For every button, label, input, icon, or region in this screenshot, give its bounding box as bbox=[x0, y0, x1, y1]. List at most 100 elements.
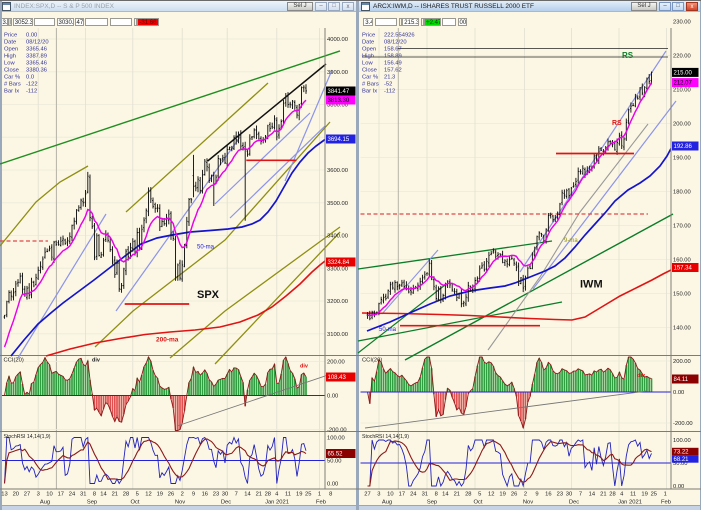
svg-text:158.67: 158.67 bbox=[384, 47, 402, 53]
svg-text:StochRSI 14,14(1,9): StochRSI 14,14(1,9) bbox=[4, 434, 51, 440]
svg-text:Oct: Oct bbox=[473, 500, 482, 506]
svg-text:8: 8 bbox=[329, 492, 332, 498]
svg-text:Aug: Aug bbox=[382, 500, 392, 506]
svg-text:170.00: 170.00 bbox=[673, 224, 691, 230]
svg-text:Low: Low bbox=[362, 61, 373, 67]
svg-text:10: 10 bbox=[387, 492, 393, 498]
svg-text:27: 27 bbox=[364, 492, 370, 498]
svg-text:3: 3 bbox=[37, 492, 40, 498]
svg-text:19: 19 bbox=[296, 492, 302, 498]
svg-text:20: 20 bbox=[13, 492, 19, 498]
svg-text:11: 11 bbox=[630, 492, 636, 498]
svg-text:160.00: 160.00 bbox=[673, 258, 691, 264]
svg-text:Low: Low bbox=[4, 61, 15, 67]
svg-text:RS: RS bbox=[622, 51, 634, 60]
svg-text:16: 16 bbox=[202, 492, 208, 498]
svg-text:Date: Date bbox=[362, 40, 374, 46]
svg-text:14: 14 bbox=[589, 492, 596, 498]
svg-text:3100.00: 3100.00 bbox=[327, 332, 348, 338]
svg-text:3841.47: 3841.47 bbox=[328, 89, 350, 95]
svg-text:div: div bbox=[637, 373, 646, 379]
svg-text:Oct: Oct bbox=[130, 500, 139, 506]
svg-text:0.00: 0.00 bbox=[673, 390, 684, 396]
svg-text:28: 28 bbox=[465, 492, 471, 498]
svg-text:Nov: Nov bbox=[523, 500, 533, 506]
svg-text:Open: Open bbox=[362, 47, 376, 53]
svg-text:30: 30 bbox=[222, 492, 228, 498]
svg-text:24: 24 bbox=[410, 492, 417, 498]
svg-text:Nov: Nov bbox=[175, 500, 185, 506]
svg-text:3600.00: 3600.00 bbox=[327, 168, 348, 174]
svg-text:High: High bbox=[4, 54, 16, 60]
svg-text:200.00: 200.00 bbox=[673, 122, 691, 128]
svg-text:12: 12 bbox=[145, 492, 151, 498]
svg-text:25: 25 bbox=[305, 492, 311, 498]
svg-text:-200.00: -200.00 bbox=[673, 421, 693, 427]
svg-text:23: 23 bbox=[213, 492, 219, 498]
svg-text:10: 10 bbox=[46, 492, 52, 498]
svg-text:3300.00: 3300.00 bbox=[327, 266, 348, 272]
svg-text:11: 11 bbox=[285, 492, 291, 498]
svg-text:200-ma: 200-ma bbox=[156, 337, 179, 344]
svg-text:9-ma: 9-ma bbox=[564, 238, 578, 244]
svg-text:65.52: 65.52 bbox=[328, 452, 344, 458]
svg-text:3800.00: 3800.00 bbox=[327, 103, 348, 109]
svg-text:230.00: 230.00 bbox=[673, 20, 691, 26]
svg-text:# Bars: # Bars bbox=[4, 82, 21, 88]
svg-text:Dec: Dec bbox=[221, 500, 231, 506]
svg-text:180.00: 180.00 bbox=[673, 190, 691, 196]
svg-text:3200.00: 3200.00 bbox=[327, 299, 348, 305]
svg-text:Open: Open bbox=[4, 47, 18, 53]
svg-text:5: 5 bbox=[478, 492, 481, 498]
svg-text:100.00: 100.00 bbox=[673, 438, 691, 444]
svg-text:# Bars: # Bars bbox=[362, 82, 379, 88]
svg-text:50-ma: 50-ma bbox=[379, 327, 397, 333]
svg-text:17: 17 bbox=[399, 492, 405, 498]
svg-text:High: High bbox=[362, 54, 374, 60]
svg-text:StochRSI 14,14(1,9): StochRSI 14,14(1,9) bbox=[362, 434, 409, 440]
svg-text:Close: Close bbox=[362, 68, 377, 74]
svg-text:8: 8 bbox=[93, 492, 96, 498]
svg-text:13: 13 bbox=[1, 492, 7, 498]
svg-text:100.00: 100.00 bbox=[327, 436, 345, 442]
svg-text:50.00: 50.00 bbox=[673, 461, 688, 467]
svg-text:Car %: Car % bbox=[362, 75, 378, 81]
svg-text:156.49: 156.49 bbox=[384, 61, 402, 67]
svg-text:28: 28 bbox=[123, 492, 129, 498]
svg-text:5: 5 bbox=[136, 492, 139, 498]
svg-text:50-ma: 50-ma bbox=[197, 245, 215, 251]
svg-text:210.00: 210.00 bbox=[673, 88, 691, 94]
svg-text:28: 28 bbox=[265, 492, 271, 498]
svg-text:3900.00: 3900.00 bbox=[327, 70, 348, 76]
svg-text:Close: Close bbox=[4, 68, 19, 74]
svg-text:3: 3 bbox=[377, 492, 380, 498]
svg-text:1: 1 bbox=[664, 492, 667, 498]
svg-text:0.00: 0.00 bbox=[26, 33, 37, 39]
svg-text:19: 19 bbox=[641, 492, 647, 498]
svg-text:26: 26 bbox=[168, 492, 174, 498]
svg-text:21: 21 bbox=[112, 492, 118, 498]
svg-text:21.3: 21.3 bbox=[384, 75, 395, 81]
svg-text:222.554926: 222.554926 bbox=[384, 33, 415, 39]
svg-text:31: 31 bbox=[422, 492, 428, 498]
svg-text:16: 16 bbox=[545, 492, 551, 498]
svg-text:27: 27 bbox=[24, 492, 30, 498]
svg-text:157.34: 157.34 bbox=[674, 266, 693, 272]
svg-text:3324.84: 3324.84 bbox=[328, 260, 350, 266]
svg-text:08/12/20: 08/12/20 bbox=[26, 40, 49, 46]
svg-text:7: 7 bbox=[579, 492, 582, 498]
svg-text:26: 26 bbox=[511, 492, 517, 498]
svg-text:-200.00: -200.00 bbox=[327, 428, 347, 434]
svg-text:157.62: 157.62 bbox=[384, 68, 402, 74]
svg-text:73.22: 73.22 bbox=[674, 450, 690, 456]
svg-text:Dec: Dec bbox=[569, 500, 579, 506]
svg-text:23: 23 bbox=[557, 492, 563, 498]
svg-text:3380.36: 3380.36 bbox=[26, 68, 47, 74]
svg-text:4: 4 bbox=[620, 492, 624, 498]
svg-text:212.07: 212.07 bbox=[674, 81, 693, 87]
svg-text:150.00: 150.00 bbox=[673, 292, 691, 298]
svg-text:140.00: 140.00 bbox=[673, 326, 691, 332]
svg-text:Price: Price bbox=[4, 33, 17, 39]
svg-text:3694.15: 3694.15 bbox=[328, 137, 350, 143]
svg-text:2: 2 bbox=[524, 492, 527, 498]
